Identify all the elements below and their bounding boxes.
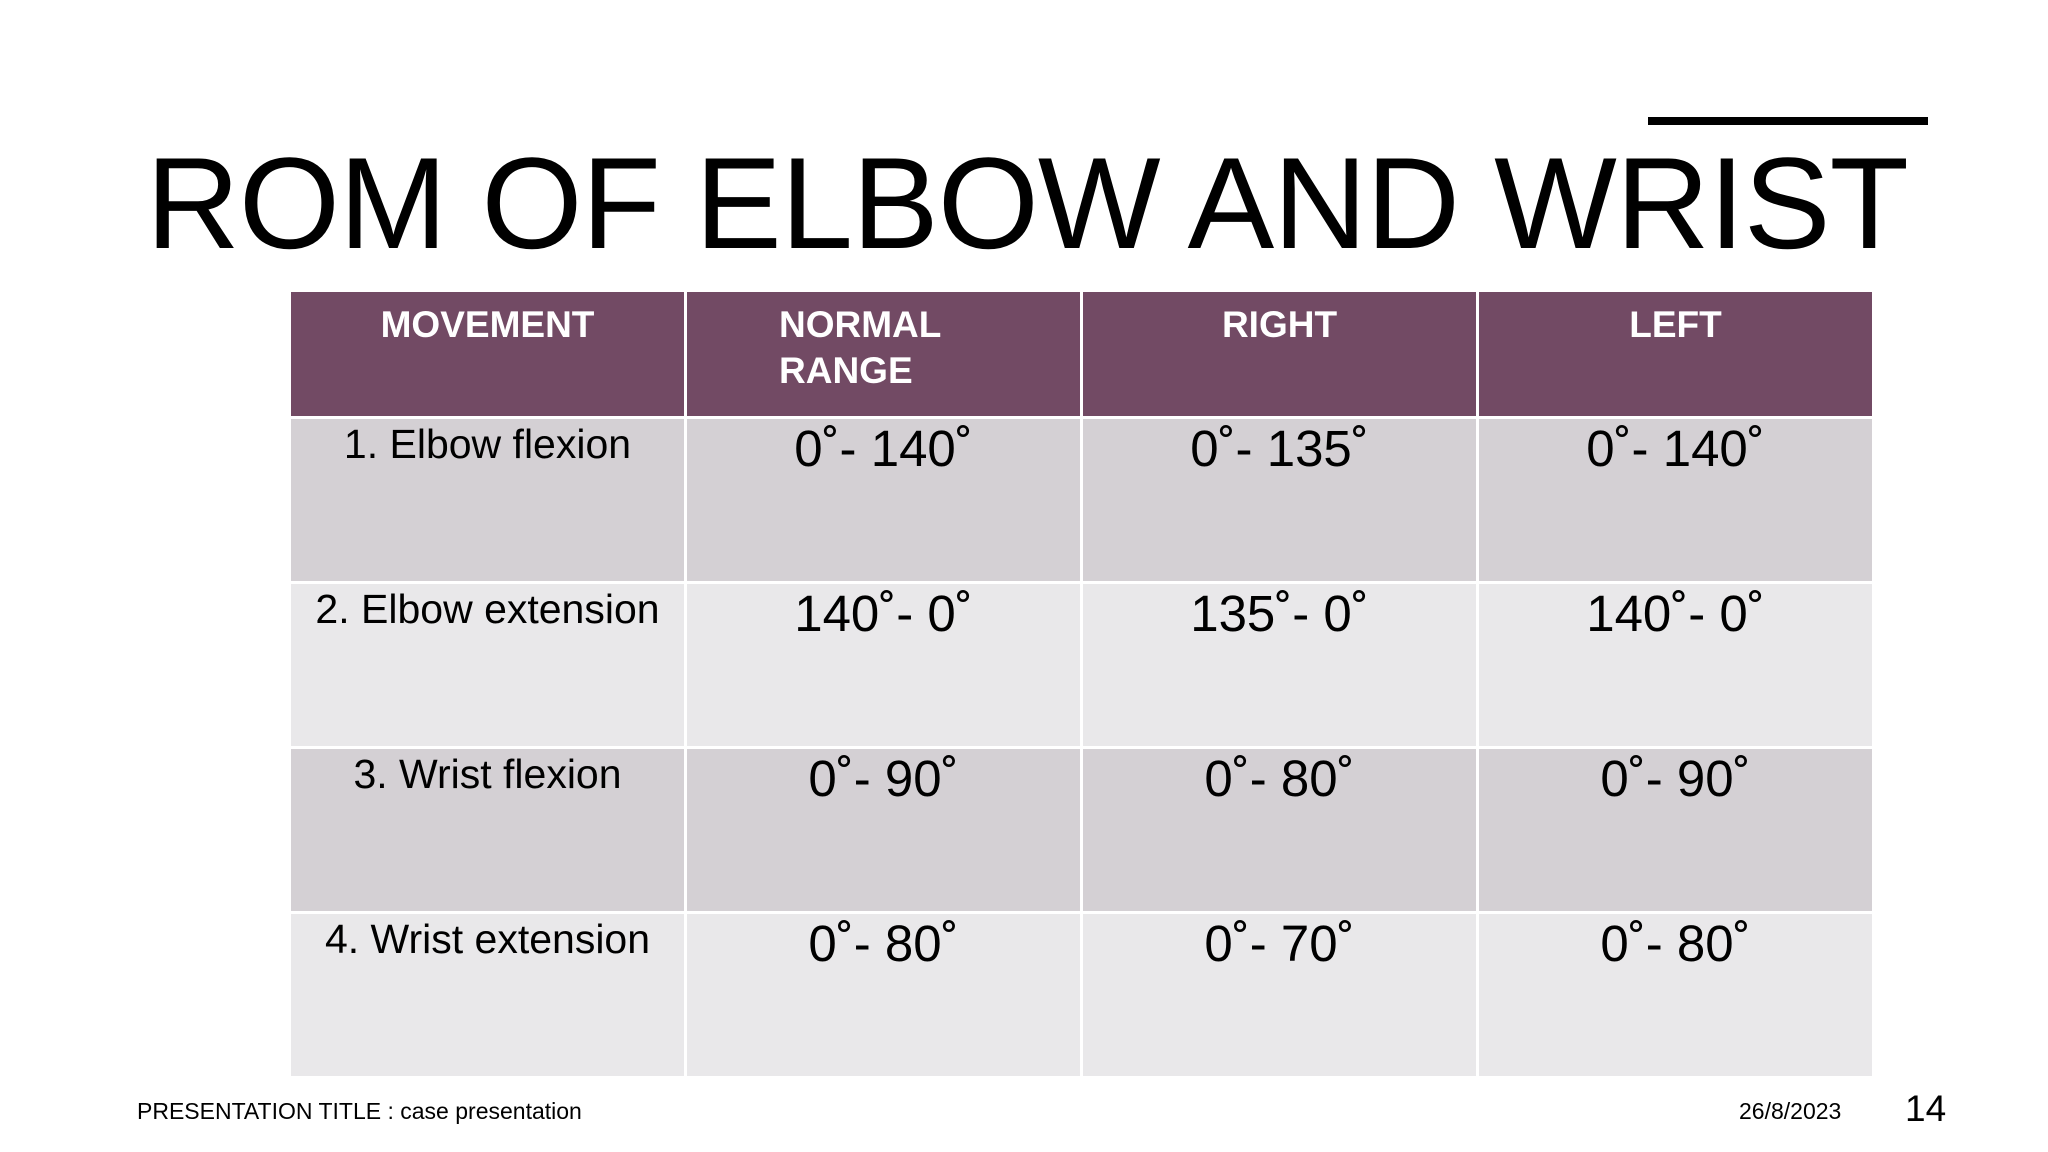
header-movement: MOVEMENT (288, 289, 687, 419)
movement-cell: 4. Wrist extension (288, 911, 687, 1079)
right-value-cell: 0˚- 70˚ (1080, 911, 1479, 1079)
footer-date: 26/8/2023 (1739, 1098, 1842, 1124)
left-value-cell: 140˚- 0˚ (1476, 581, 1875, 749)
page-number: 14 (1905, 1088, 1947, 1129)
title-accent-line (1648, 117, 1928, 125)
normal-range-cell: 0˚- 80˚ (684, 911, 1083, 1079)
normal-range-cell: 0˚- 90˚ (684, 746, 1083, 914)
header-normal-range: NORMAL RANGE (684, 289, 1083, 419)
movement-cell: 1. Elbow flexion (288, 416, 687, 584)
normal-range-cell: 140˚- 0˚ (684, 581, 1083, 749)
slide-title: ROM OF ELBOW AND WRIST (146, 130, 1909, 276)
header-right: RIGHT (1080, 289, 1479, 419)
table-header-row: MOVEMENT NORMAL RANGE RIGHT LEFT (288, 289, 1875, 419)
table-row: 2. Elbow extension 140˚- 0˚ 135˚- 0˚ 140… (288, 581, 1875, 749)
left-value-cell: 0˚- 140˚ (1476, 416, 1875, 584)
table-row: 4. Wrist extension 0˚- 80˚ 0˚- 70˚ 0˚- 8… (288, 911, 1875, 1079)
movement-cell: 2. Elbow extension (288, 581, 687, 749)
normal-range-cell: 0˚- 140˚ (684, 416, 1083, 584)
header-left: LEFT (1476, 289, 1875, 419)
right-value-cell: 0˚- 80˚ (1080, 746, 1479, 914)
left-value-cell: 0˚- 90˚ (1476, 746, 1875, 914)
right-value-cell: 0˚- 135˚ (1080, 416, 1479, 584)
table-row: 3. Wrist flexion 0˚- 90˚ 0˚- 80˚ 0˚- 90˚ (288, 746, 1875, 914)
table-row: 1. Elbow flexion 0˚- 140˚ 0˚- 135˚ 0˚- 1… (288, 416, 1875, 584)
rom-table: MOVEMENT NORMAL RANGE RIGHT LEFT 1. Elbo… (288, 289, 1875, 1079)
footer-presentation-title: PRESENTATION TITLE : case presentation (137, 1098, 582, 1124)
right-value-cell: 135˚- 0˚ (1080, 581, 1479, 749)
movement-cell: 3. Wrist flexion (288, 746, 687, 914)
left-value-cell: 0˚- 80˚ (1476, 911, 1875, 1079)
